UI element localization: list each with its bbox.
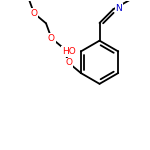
- Text: HO: HO: [62, 47, 76, 56]
- Text: O: O: [48, 34, 55, 43]
- Text: O: O: [30, 9, 38, 18]
- Text: N: N: [115, 4, 122, 13]
- Text: O: O: [65, 58, 72, 68]
